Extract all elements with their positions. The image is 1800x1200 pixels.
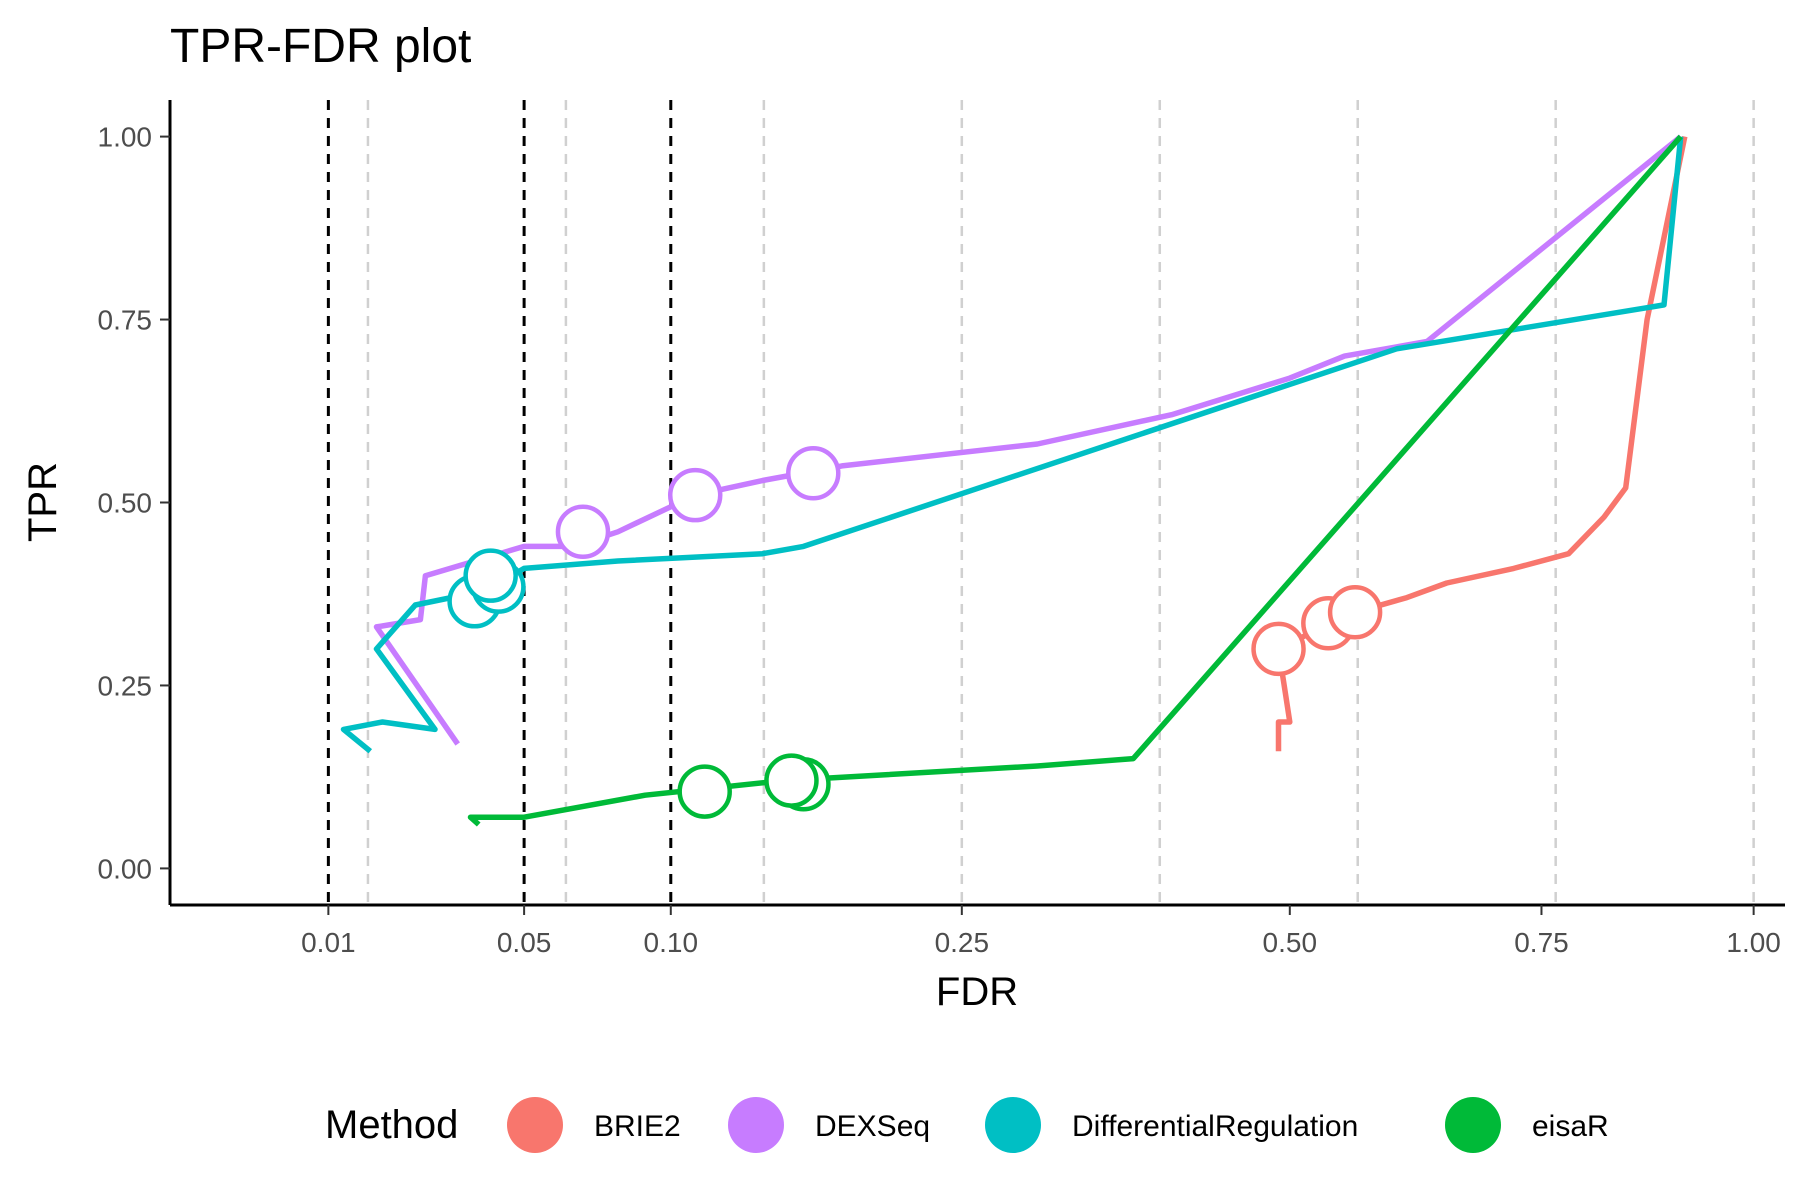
marker-eisar bbox=[677, 764, 732, 819]
series-line-brie2 bbox=[1275, 136, 1688, 752]
x-tick-label: 0.25 bbox=[935, 927, 990, 958]
marker-eisar bbox=[764, 753, 819, 808]
y-tick-label: 0.00 bbox=[98, 853, 153, 884]
marker-dexseq bbox=[667, 467, 723, 523]
series-line-differentialregulation bbox=[340, 136, 1684, 754]
legend-label-brie2: BRIE2 bbox=[594, 1110, 681, 1143]
x-tick-label: 0.01 bbox=[301, 927, 356, 958]
legend: Method BRIE2 DEXSeq DifferentialRegulation… bbox=[325, 1097, 1609, 1153]
legend-key-differentialregulation bbox=[985, 1097, 1041, 1153]
grid-lines bbox=[326, 100, 1755, 905]
x-tick-label: 0.05 bbox=[497, 927, 552, 958]
marker-brie2 bbox=[1251, 621, 1306, 677]
legend-title: Method bbox=[325, 1103, 458, 1147]
y-tick-label: 1.00 bbox=[98, 122, 153, 153]
marker-brie2 bbox=[1327, 585, 1383, 640]
series-lines bbox=[340, 134, 1688, 827]
chart-title: TPR-FDR plot bbox=[170, 20, 471, 73]
marker-dexseq bbox=[786, 445, 841, 501]
legend-label-eisar: eisaR bbox=[1532, 1110, 1609, 1143]
marker-dexseq bbox=[555, 504, 611, 560]
series-line-dexseq bbox=[373, 134, 1683, 746]
legend-label-dexseq: DEXSeq bbox=[815, 1110, 930, 1143]
marker-differentialregulation bbox=[463, 548, 518, 603]
x-axis-title: FDR bbox=[936, 970, 1018, 1014]
legend-key-brie2 bbox=[507, 1097, 563, 1153]
x-tick-label: 1.00 bbox=[1726, 927, 1781, 958]
y-tick-label: 0.50 bbox=[98, 488, 153, 519]
y-tick-label: 0.25 bbox=[98, 670, 153, 701]
y-axis-ticks: 0.00 0.25 0.50 0.75 1.00 bbox=[98, 122, 170, 884]
series-markers bbox=[447, 445, 1383, 819]
x-tick-label: 0.10 bbox=[644, 927, 699, 958]
legend-key-eisar bbox=[1445, 1097, 1501, 1153]
x-axis-ticks: 0.01 0.05 0.10 0.25 0.50 0.75 1.00 bbox=[301, 905, 1781, 958]
y-tick-label: 0.75 bbox=[98, 305, 153, 336]
series-line-eisar bbox=[467, 134, 1683, 827]
y-axis-title: TPR bbox=[21, 462, 65, 542]
legend-key-dexseq bbox=[728, 1097, 784, 1153]
legend-label-differentialregulation: DifferentialRegulation bbox=[1072, 1110, 1358, 1143]
x-tick-label: 0.50 bbox=[1263, 927, 1318, 958]
x-tick-label: 0.75 bbox=[1514, 927, 1569, 958]
